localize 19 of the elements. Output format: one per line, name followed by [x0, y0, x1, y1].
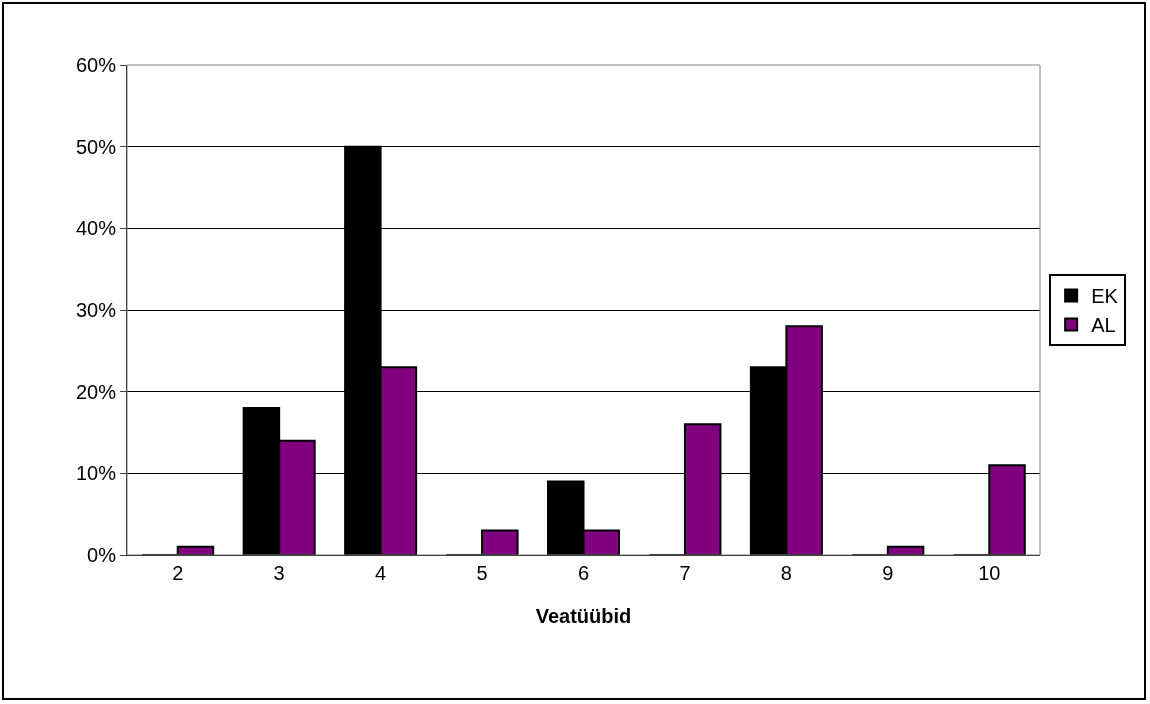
x-tick-label: 9 [882, 562, 894, 584]
x-tick-label: 3 [273, 562, 285, 584]
x-tick-label: 4 [375, 562, 387, 584]
x-axis-title: Veatüübid [535, 604, 632, 627]
y-tick-label: 60% [75, 54, 117, 76]
y-tick-label: 30% [75, 299, 117, 321]
x-tick-label: 2 [172, 562, 184, 584]
x-tick-label: 5 [476, 562, 488, 584]
y-tick-label: 40% [75, 217, 117, 240]
legend-label: EK [1091, 285, 1119, 308]
legend-label: AL [1091, 314, 1116, 337]
x-tick-label: 8 [780, 562, 792, 584]
y-tick-label: 50% [75, 135, 117, 158]
y-tick-label: 0% [87, 544, 117, 566]
y-tick-label: 10% [75, 462, 117, 485]
x-tick-label: 6 [577, 562, 590, 584]
x-tick-label: 7 [679, 562, 691, 584]
y-tick-label: 20% [75, 380, 117, 403]
x-tick-label: 10 [978, 562, 1001, 584]
